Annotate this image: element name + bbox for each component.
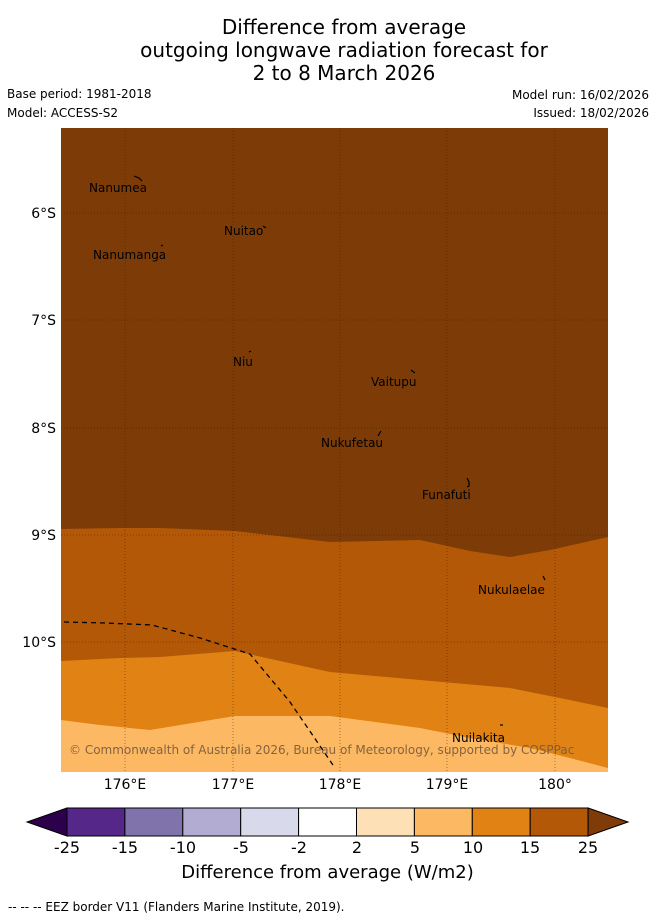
band-5-10 [61,716,608,772]
lat-label-6s: 6°S [31,206,56,222]
lon-label-180: 180° [538,777,572,793]
island-vaitupu [410,369,416,374]
island-nanumanga [160,244,164,247]
colorbar-title: Difference from average (W/m2) [181,862,474,883]
island-niu [248,350,252,353]
lat-label-8s: 8°S [31,421,56,437]
colorbar-tick-label: -25 [53,838,81,857]
colorbar-cell [471,807,531,837]
colorbar-tick-label: -5 [233,838,249,857]
colorbar-cell [356,807,415,837]
islands [133,175,546,726]
place-label-nuitao: Nuitao [224,224,263,238]
island-nuitao [262,225,267,229]
island-nukulaelae [542,575,546,581]
colorbar-over-arrow [587,807,630,837]
place-label-nukufetau: Nukufetau [321,436,383,450]
colorbar-tick-label: -15 [111,838,139,857]
lon-label-177e: 177°E [211,777,255,793]
gridlines [61,128,608,772]
eez-border [63,621,336,769]
lon-label-176e: 176°E [103,777,147,793]
place-label-funafuti: Funafuti [422,488,471,502]
colorbar-cell [66,807,126,837]
colorbar [25,807,630,837]
place-label-nanumanga: Nanumanga [93,248,166,262]
colorbar-tick-label: 10 [462,838,484,857]
colorbar-cell [182,807,242,837]
colorbar-cell [298,807,358,837]
lat-label-10s: 10°S [22,635,56,651]
place-label-nanumea: Nanumea [89,181,147,195]
eez-legend: -- -- -- EEZ border V11 (Flanders Marine… [8,900,345,914]
place-label-niu: Niu [233,355,253,369]
place-label-nukulaelae: Nukulaelae [478,583,545,597]
base-period: Base period: 1981-2018 [7,87,152,101]
lon-label-178e: 178°E [318,777,362,793]
island-nanumea [133,175,143,182]
colorbar-cell [240,807,300,837]
lat-label-9s: 9°S [31,528,56,544]
title-line-3: 2 to 8 March 2026 [252,61,436,85]
colorbar-tick-label: 25 [577,838,599,857]
copyright-notice: © Commonwealth of Australia 2026, Bureau… [69,743,574,757]
model-name: Model: ACCESS-S2 [7,106,119,120]
place-label-vaitupu: Vaitupu [371,375,417,389]
island-nukufetau [377,430,382,437]
colorbar-cell [529,807,589,837]
title-line-1: Difference from average [221,15,467,39]
model-run-date: Model run: 16/02/2026 [511,88,649,102]
colorbar-tick-label: 2 [351,838,363,857]
lat-label-7s: 7°S [31,313,56,329]
chart-title: Difference from average outgoing longwav… [0,16,655,85]
issued-date: Issued: 18/02/2026 [533,106,649,120]
colorbar-tick-label: 5 [409,838,421,857]
island-funafuti [466,477,470,488]
colorbar-under-arrow [25,807,68,837]
title-line-2: outgoing longwave radiation forecast for [140,38,548,62]
colorbar-tick-label: -2 [291,838,307,857]
colorbar-tick-label: 15 [519,838,541,857]
lon-label-179e: 179°E [425,777,469,793]
place-label-nuilakita: Nuilakita [452,731,505,745]
colorbar-cell [124,807,184,837]
colorbar-cell [413,807,473,837]
colorbar-tick-label: -10 [169,838,197,857]
